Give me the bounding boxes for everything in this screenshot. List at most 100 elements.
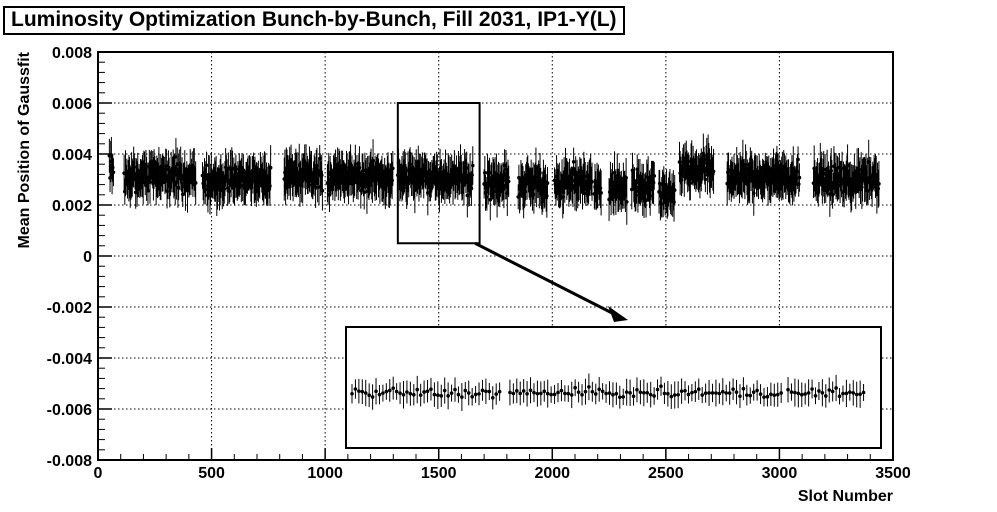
- inset-data-point: [463, 388, 468, 393]
- inset-data-point: [535, 391, 540, 396]
- inset-data-point: [384, 389, 389, 394]
- inset-data-point: [628, 391, 632, 395]
- inset-data-point: [659, 384, 663, 389]
- data-point: [571, 160, 576, 164]
- inset-data-point: [525, 391, 529, 396]
- inset-data-point: [484, 389, 488, 394]
- data-point: [590, 179, 594, 184]
- data-point: [353, 162, 358, 166]
- data-point: [165, 189, 169, 193]
- data-point: [317, 156, 322, 161]
- inset-data-point: [566, 391, 571, 396]
- inset-data-point: [700, 393, 704, 397]
- inset-data-point: [775, 392, 780, 397]
- data-point: [193, 181, 198, 185]
- inset-frame: [345, 326, 882, 449]
- data-point: [702, 161, 706, 165]
- inset-data-point: [552, 392, 557, 397]
- inset-data-point: [696, 387, 701, 392]
- inset-data-point: [642, 390, 646, 395]
- inset-data-point: [690, 390, 694, 395]
- data-point: [703, 177, 708, 182]
- y-tick-label: 0.006: [52, 96, 92, 113]
- data-point: [146, 188, 150, 193]
- inset-data-point: [415, 387, 420, 392]
- inset-data-point: [621, 395, 626, 399]
- data-point: [876, 186, 881, 191]
- inset-data-point: [494, 392, 499, 396]
- inset-data-point: [370, 395, 375, 399]
- data-point: [751, 191, 756, 195]
- inset-data-point: [806, 391, 811, 395]
- data-point: [203, 184, 208, 188]
- inset-data-point: [635, 388, 639, 392]
- data-point: [132, 165, 137, 169]
- inset-data-point: [497, 389, 502, 394]
- data-point: [634, 193, 638, 197]
- inset-data-point: [796, 391, 801, 396]
- inset-data-point: [793, 390, 797, 395]
- inset-data-point: [854, 392, 859, 397]
- inset-data-point: [542, 389, 547, 394]
- inset-data-point: [724, 391, 729, 395]
- x-tick-label: 2000: [534, 465, 570, 482]
- inset-data-point: [412, 392, 416, 397]
- inset-data-point: [758, 392, 763, 396]
- x-tick-label: 3500: [875, 465, 911, 482]
- inset-data-point: [604, 391, 608, 396]
- inset-data-point: [648, 392, 653, 397]
- inset-data-point: [789, 390, 794, 394]
- data-point: [866, 160, 871, 164]
- data-point: [545, 194, 549, 198]
- inset-data-point: [532, 390, 536, 395]
- inset-data-point: [631, 394, 636, 399]
- inset-data-point: [439, 394, 444, 398]
- data-point: [711, 169, 716, 174]
- inset-data-point: [707, 391, 711, 395]
- data-point: [812, 166, 816, 171]
- data-point: [652, 174, 657, 178]
- inset-data-point: [590, 389, 595, 394]
- zoom-arrow: [474, 241, 619, 318]
- inset-data-point: [559, 388, 564, 393]
- data-point: [204, 163, 209, 168]
- inset-data-point: [473, 392, 478, 397]
- x-tick-label: 1500: [421, 465, 457, 482]
- inset-data-point: [834, 386, 838, 390]
- inset-data-point: [539, 391, 543, 396]
- inset-data-point: [511, 391, 516, 396]
- data-point: [651, 180, 656, 185]
- inset-data-point: [652, 394, 656, 398]
- inset-data-point: [549, 392, 553, 397]
- zoom-annotation: [396, 102, 628, 322]
- inset-data-point: [799, 392, 804, 397]
- inset-data-point: [360, 389, 365, 394]
- data-point: [391, 166, 395, 171]
- inset-data-point: [466, 391, 471, 395]
- inset-data-point: [446, 394, 450, 398]
- data-point: [829, 168, 834, 173]
- data-point: [599, 191, 603, 195]
- data-point: [390, 178, 394, 183]
- inset-data-point: [741, 386, 746, 391]
- axis-ticks: 0 500 1000 1500 2000 2500 3000 3500 -0.008 -0.006…: [47, 45, 911, 482]
- inset-data-point: [583, 389, 588, 394]
- y-tick-label: -0.008: [47, 453, 92, 470]
- inset-data-point: [408, 391, 413, 396]
- inset-data-point: [449, 391, 454, 395]
- inset-data-point: [398, 391, 402, 395]
- inset-data-point: [851, 391, 856, 395]
- x-tick-label: 3000: [762, 465, 798, 482]
- data-point: [319, 173, 324, 177]
- inset-data-point: [518, 391, 523, 396]
- inset-data-point: [387, 388, 392, 393]
- data-point: [487, 175, 491, 180]
- data-points: [107, 133, 881, 225]
- inset-data-point: [607, 391, 612, 395]
- inset-data-point: [669, 394, 674, 399]
- inset-data-point: [597, 387, 601, 392]
- data-point: [320, 188, 325, 193]
- y-tick-label: -0.004: [47, 351, 92, 368]
- data-point: [672, 188, 677, 192]
- inset-data-point: [841, 391, 845, 396]
